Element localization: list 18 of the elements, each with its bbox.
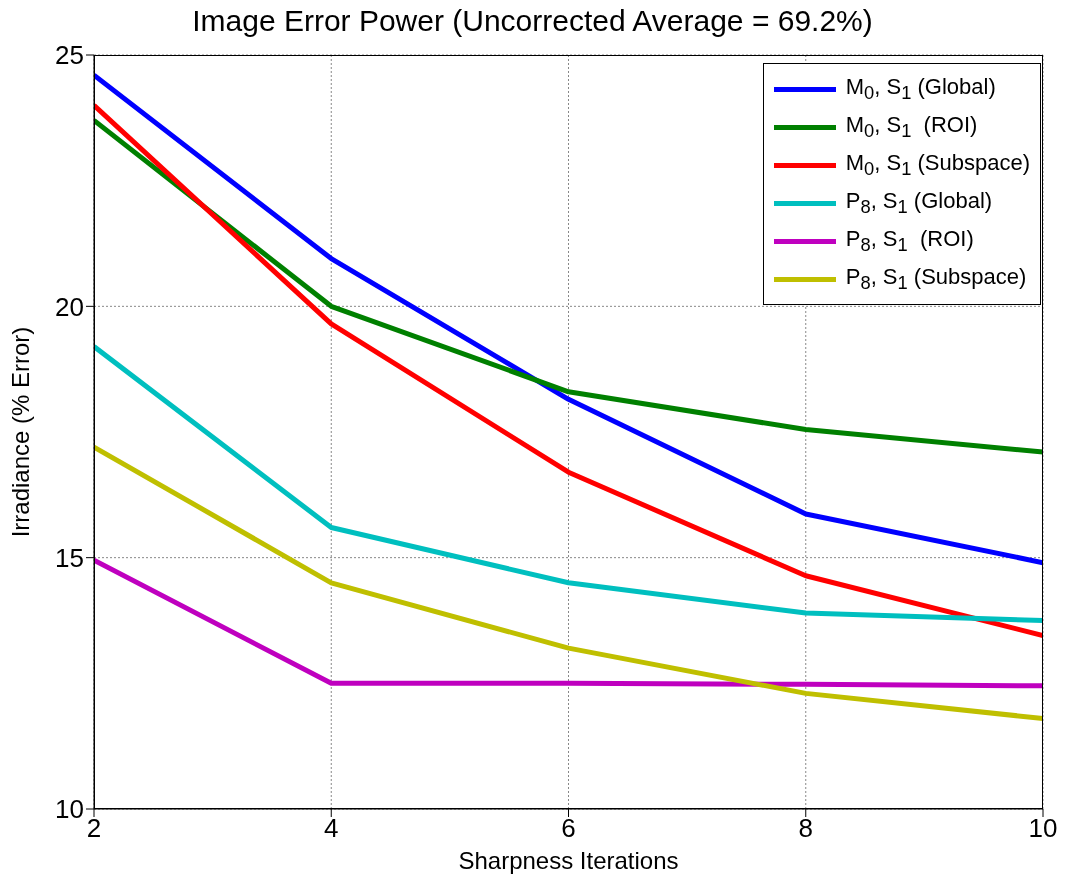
x-axis-title: Sharpness Iterations [458,847,679,874]
y-tick-label: 10 [55,794,84,825]
legend-label: M$_{0}$, S$_{1}$ (ROI) [845,111,978,143]
y-tick-label: 15 [55,542,84,573]
x-tick-label: 8 [798,813,813,844]
y-tick-label: 20 [55,291,84,322]
x-tick-label: 2 [86,813,102,844]
legend-label: M$_{0}$, S$_{1}$ (Global) [845,73,996,105]
legend-label: M$_{0}$, S$_{1}$ (Subspace) [845,149,1030,181]
legend-label: P$_{8}$, S$_{1}$ (ROI) [845,225,974,257]
x-tick-label: 4 [324,813,339,844]
x-tick-label: 6 [561,813,576,844]
chart-title: Image Error Power (Uncorrected Average = 69.2%) [191,4,874,38]
y-tick-label: 25 [55,40,84,71]
legend-label: P$_{8}$, S$_{1}$ (Global) [845,187,993,219]
legend-label: P$_{8}$, S$_{1}$ (Subspace) [845,263,1027,295]
x-tick-label: 10 [1028,813,1058,844]
y-axis-title: Irradiance (% Error) [6,326,34,538]
